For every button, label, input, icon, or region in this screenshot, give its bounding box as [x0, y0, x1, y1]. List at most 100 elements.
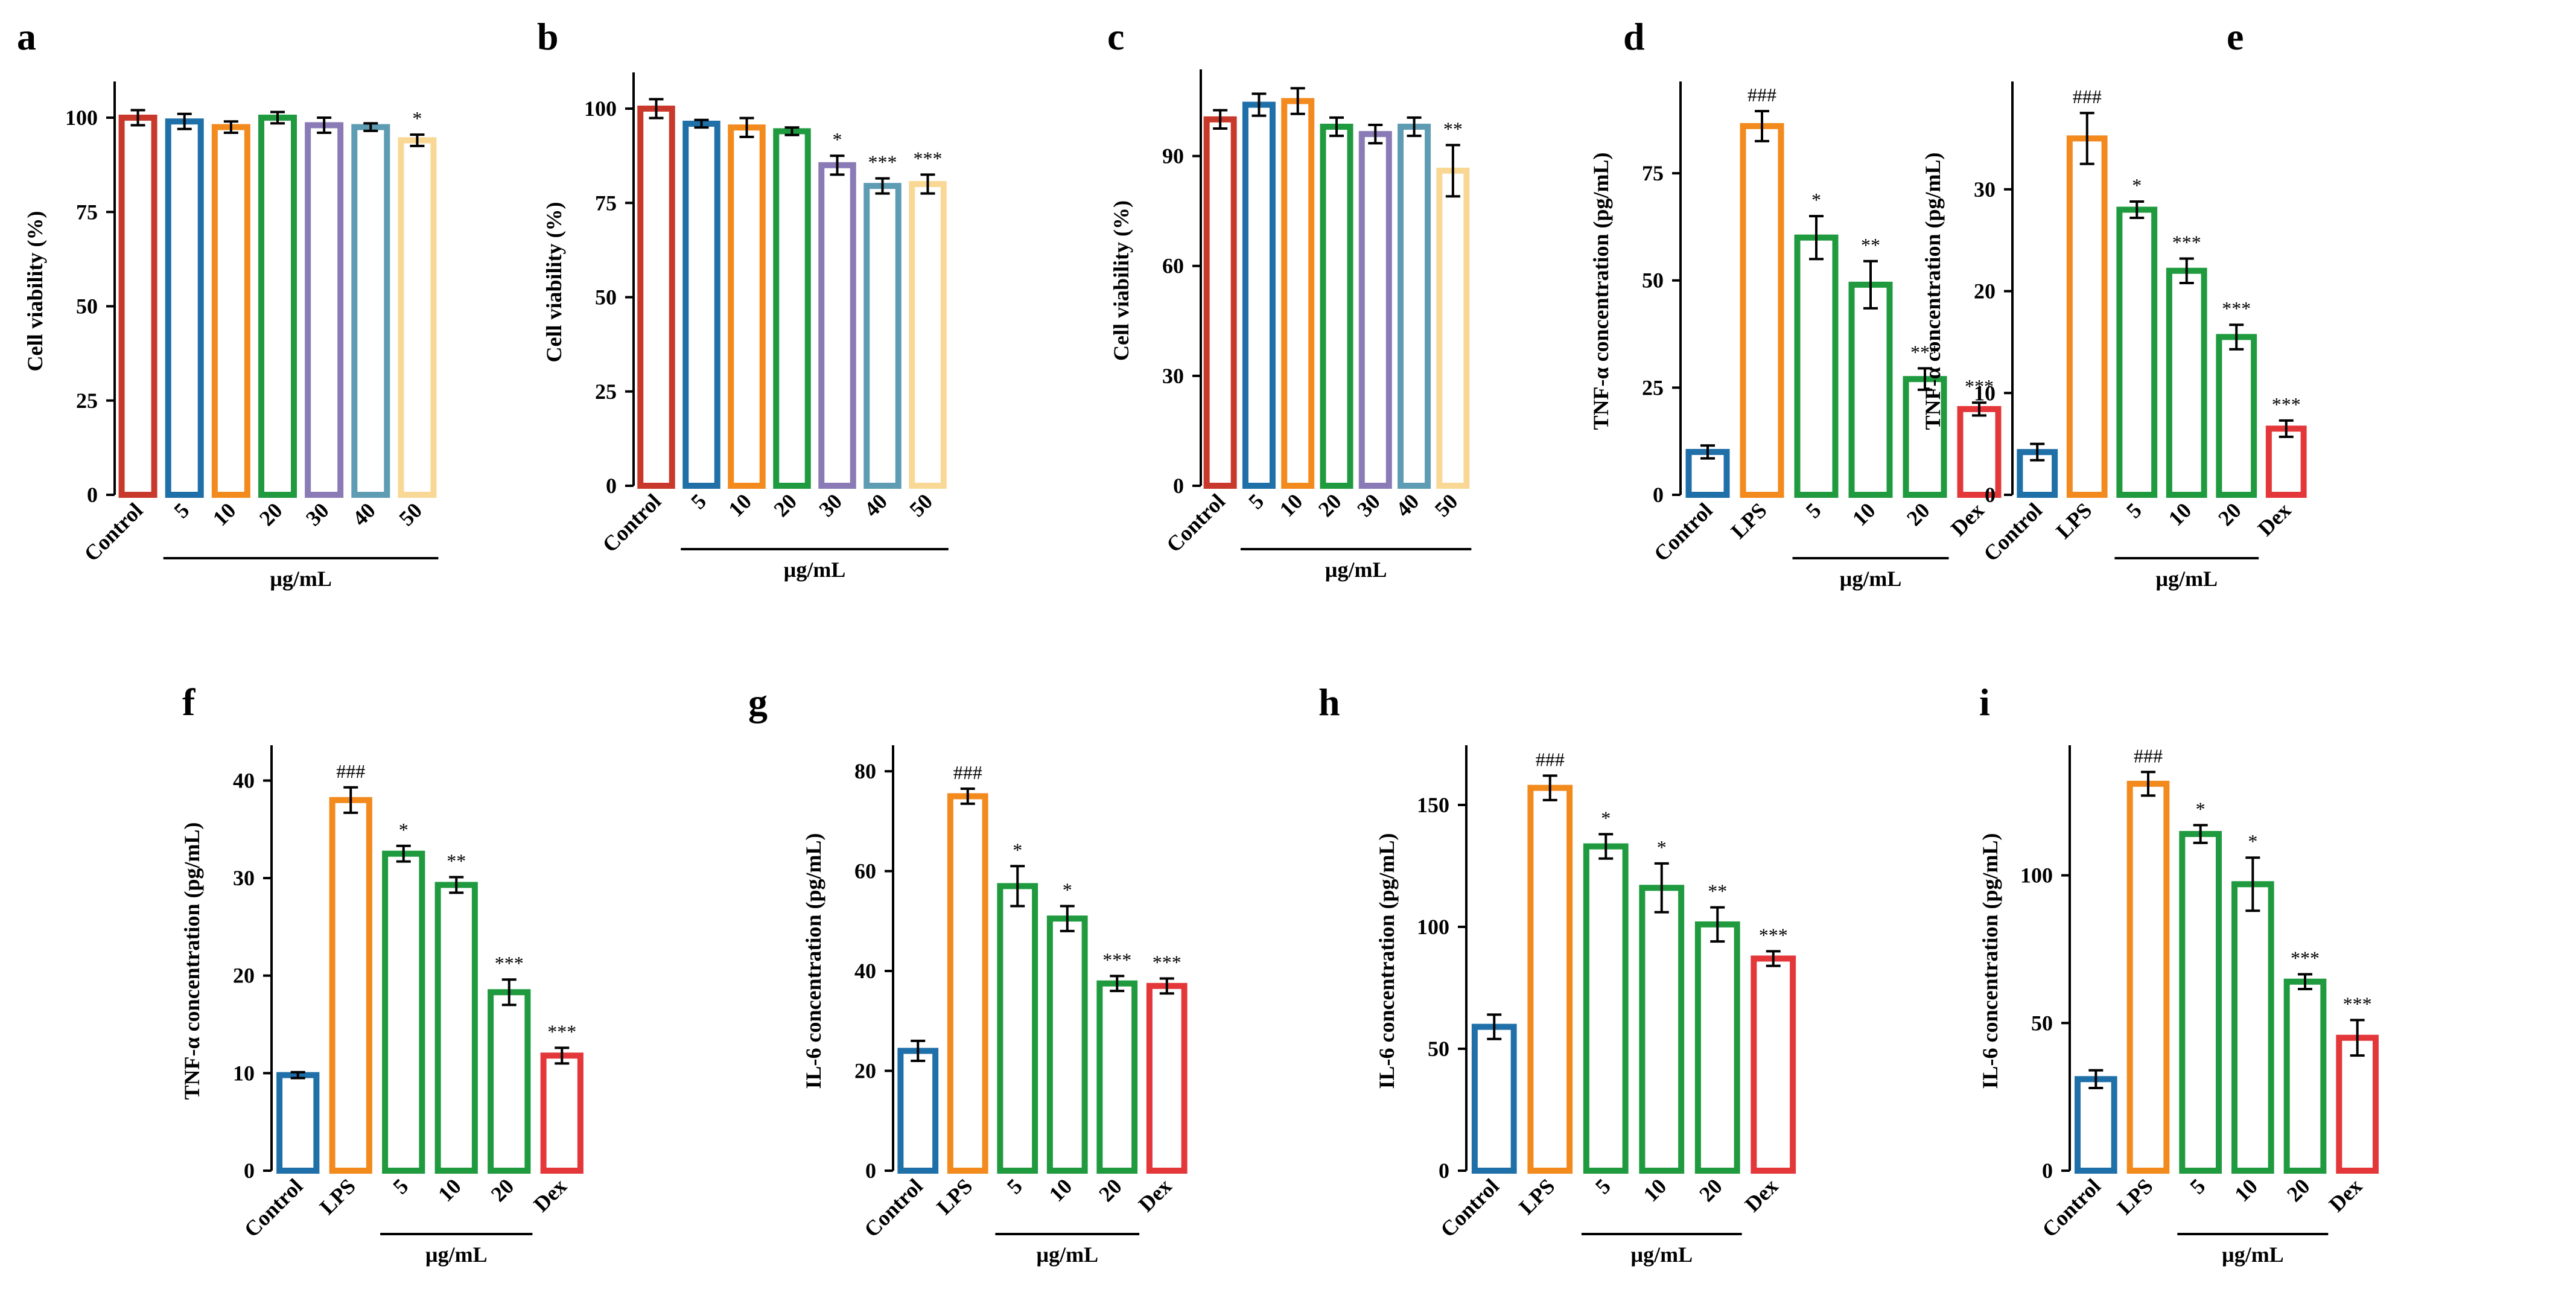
bar-control [897, 1048, 939, 1174]
bar-5 [997, 883, 1038, 1174]
y-tick-label: 50 [1642, 269, 1664, 293]
significance-mark: *** [2172, 232, 2201, 253]
significance-mark: ** [1443, 118, 1463, 139]
significance-mark: ### [2134, 745, 2163, 766]
x-tick-label: Dex [1134, 1174, 1177, 1217]
significance-mark: ### [1748, 84, 1776, 106]
significance-mark: * [2196, 798, 2206, 819]
bar-dex [2265, 425, 2307, 498]
y-axis-label: IL-6 concentration (pg/mL) [801, 833, 825, 1089]
x-tick-label: 50 [905, 489, 937, 521]
significance-mark: * [399, 819, 409, 841]
x-tick-label: 20 [1094, 1174, 1127, 1206]
y-axis-label: TNF-α concentration (pg/mL) [1589, 152, 1613, 430]
x-tick-label: 5 [1591, 1174, 1615, 1198]
bar-5 [165, 118, 204, 498]
significance-mark: *** [2222, 298, 2251, 319]
x-tick-label: 40 [859, 489, 892, 521]
x-tick-label: 20 [769, 489, 801, 521]
x-tick-label: 40 [348, 498, 380, 530]
bar-10 [2231, 881, 2274, 1174]
y-tick-label: 100 [2020, 864, 2053, 888]
y-axis-label: Cell viability (%) [1109, 200, 1133, 361]
significance-mark: * [1063, 879, 1072, 900]
x-tick-label: 5 [1801, 498, 1826, 523]
chart-panel-h: h 0 50 100 150 IL-6 concentration (pg/mL) Cont… [1318, 681, 1796, 1267]
significance-mark: ### [1536, 748, 1565, 770]
x-tick-label: LPS [2113, 1174, 2158, 1219]
bar-10 [728, 124, 766, 489]
bar-lps [2066, 135, 2108, 498]
bar-20 [2283, 978, 2327, 1174]
bar-30 [1358, 131, 1392, 489]
x-tick-label: 10 [1045, 1174, 1077, 1206]
bar-control [118, 115, 157, 498]
y-tick-label: 0 [865, 1159, 876, 1183]
y-tick-label: 20 [1974, 279, 1996, 304]
y-tick-label: 80 [854, 759, 876, 783]
significance-mark: *** [914, 147, 943, 169]
bar-5 [2179, 831, 2222, 1174]
significance-mark: *** [1102, 949, 1131, 970]
y-tick-label: 75 [595, 191, 617, 215]
y-axis-label: TNF-α concentration (pg/mL) [1921, 152, 1945, 430]
bar-10 [434, 882, 478, 1174]
bar-dex [1146, 982, 1188, 1174]
x-tick-label: LPS [1514, 1174, 1559, 1219]
y-tick-label: 0 [1985, 483, 1996, 507]
x-tick-label: 10 [2230, 1174, 2262, 1206]
bar-30 [818, 162, 856, 489]
y-axis-label: TNF-α concentration (pg/mL) [180, 822, 204, 1099]
y-tick-label: 50 [1428, 1037, 1449, 1061]
bar-control [1203, 116, 1237, 489]
bar-50 [1436, 167, 1470, 489]
y-tick-label: 0 [2042, 1159, 2053, 1183]
y-tick-label: 50 [595, 285, 617, 310]
y-tick-label: 25 [595, 380, 617, 404]
y-axis-label: IL-6 concentration (pg/mL) [1375, 833, 1399, 1089]
chart-panel-i: i 0 50 100 IL-6 concentration (pg/mL) Control… [1978, 681, 2379, 1267]
y-tick-label: 100 [584, 97, 617, 121]
x-tick-label: LPS [315, 1174, 360, 1219]
x-tick-label: 5 [388, 1174, 413, 1198]
group-label: µg/mL [2222, 1242, 2284, 1267]
bar-20 [1320, 124, 1353, 489]
x-tick-label: 10 [2164, 498, 2196, 530]
bar-lps [947, 793, 988, 1174]
y-tick-label: 0 [244, 1159, 255, 1183]
x-tick-label: 20 [255, 498, 287, 530]
panel-label: c [1107, 15, 1124, 58]
significance-mark: ### [2073, 86, 2102, 107]
y-tick-label: 75 [76, 200, 98, 224]
x-tick-label: LPS [2051, 498, 2096, 543]
y-tick-label: 30 [233, 866, 255, 890]
x-tick-label: 10 [1848, 498, 1880, 530]
bar-10 [2166, 267, 2207, 498]
y-tick-label: 40 [854, 959, 876, 983]
significance-mark: * [412, 107, 422, 129]
x-tick-label: Control [1436, 1174, 1504, 1242]
bar-dex [2336, 1034, 2379, 1174]
bar-50 [909, 181, 947, 489]
x-tick-label: 50 [394, 498, 427, 530]
y-tick-label: 90 [1162, 144, 1184, 168]
x-tick-label: LPS [1726, 498, 1772, 543]
significance-mark: ### [953, 762, 982, 783]
bar-30 [305, 122, 344, 498]
y-tick-label: 60 [854, 859, 876, 883]
bar-20 [1096, 980, 1138, 1174]
group-label: µg/mL [1630, 1242, 1693, 1267]
x-tick-label: 5 [2122, 498, 2146, 523]
bar-dex [1957, 406, 2002, 498]
bar-control [2075, 1076, 2117, 1174]
y-tick-label: 50 [76, 294, 98, 319]
significance-mark: *** [495, 952, 524, 974]
x-tick-label: 30 [301, 498, 334, 530]
y-tick-label: 75 [1642, 161, 1664, 185]
bar-20 [773, 128, 811, 489]
bar-5 [1583, 843, 1629, 1174]
significance-mark: ** [1708, 880, 1727, 902]
y-tick-label: 150 [1417, 793, 1449, 817]
y-tick-label: 25 [76, 389, 98, 413]
